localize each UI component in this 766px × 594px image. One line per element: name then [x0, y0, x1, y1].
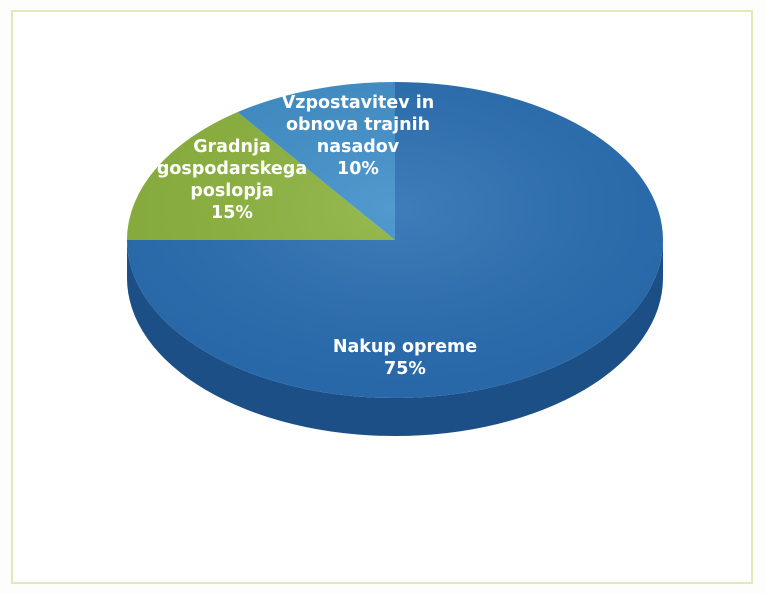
pie-label-1: Nakup opreme 75% — [333, 337, 477, 379]
pie-label-3: Vzpostavitev in obnova trajnih nasadov 10% — [282, 93, 434, 179]
pie-label-2: Gradnja gospodarskega poslopja 15% — [157, 137, 307, 223]
pie-label-percent: 15% — [211, 203, 253, 223]
pie-label-percent: 10% — [337, 159, 379, 179]
pie-side-1 — [127, 240, 663, 436]
pie-label-percent: 75% — [384, 359, 426, 379]
pie-top-shading — [127, 82, 663, 398]
pie-label-line: Vzpostavitev in — [282, 93, 434, 113]
pie-label-line: obnova trajnih — [286, 115, 430, 135]
pie-label-line: Nakup opreme — [333, 337, 477, 357]
pie-label-line: Gradnja — [193, 137, 271, 157]
pie-sides — [127, 240, 663, 436]
pie-labels: Nakup opreme 75% Gradnja gospodarskega poslo… — [157, 93, 477, 379]
pie-label-line: poslopja — [190, 181, 273, 201]
pie-slices — [127, 82, 663, 398]
pie-label-line: nasadov — [317, 137, 400, 157]
pie-label-line: gospodarskega — [157, 159, 307, 179]
